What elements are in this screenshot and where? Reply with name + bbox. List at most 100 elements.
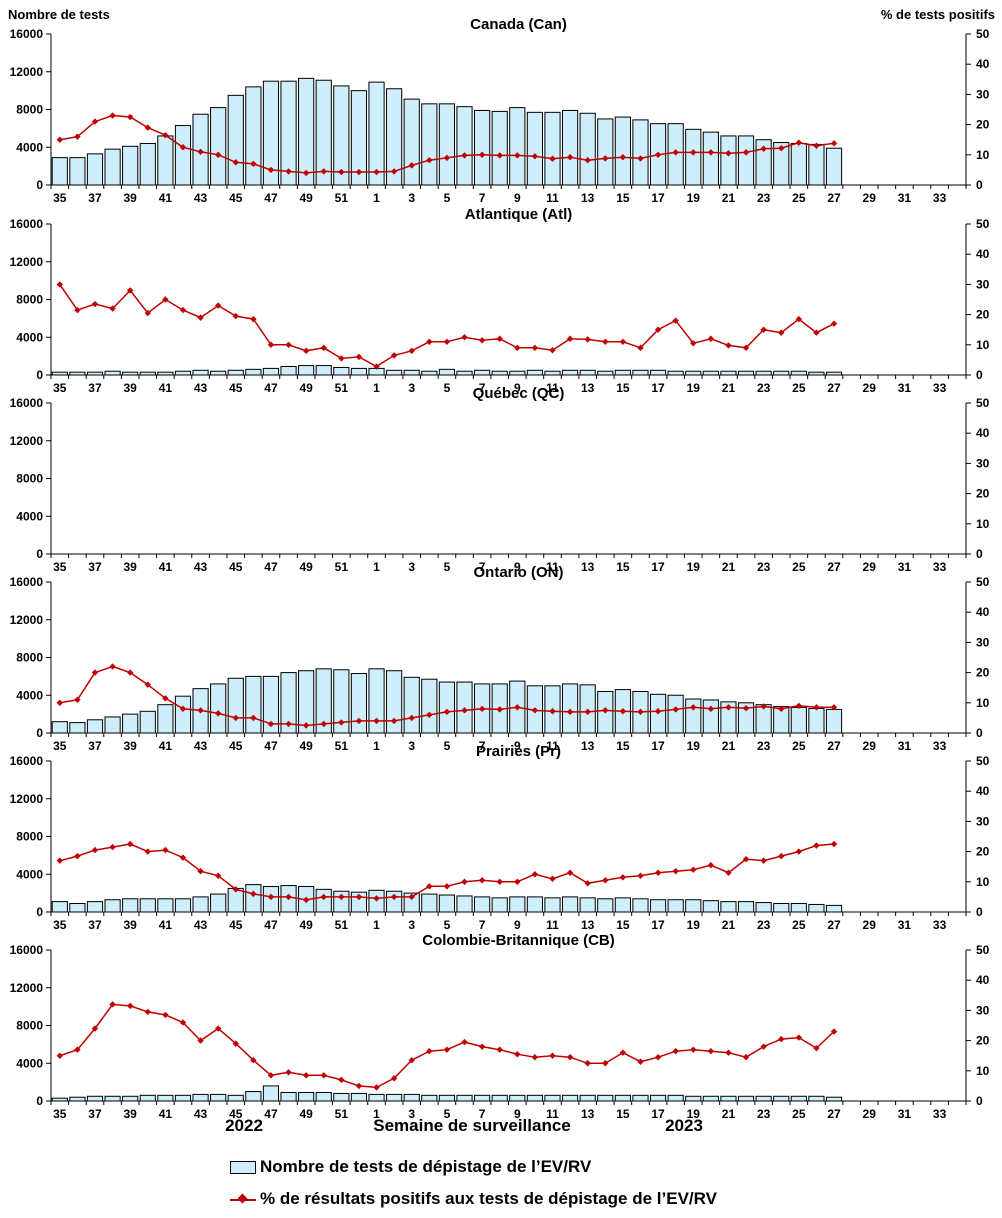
x-tick-label: 1: [373, 381, 380, 395]
x-tick-label: 45: [229, 381, 243, 395]
right-tick-label: 30: [976, 814, 990, 828]
percent-marker: [813, 329, 820, 336]
percent-marker: [549, 1052, 556, 1059]
x-tick-label: 43: [194, 1107, 208, 1121]
test-count-bar: [614, 897, 631, 913]
test-count-bar: [368, 1093, 385, 1102]
x-tick-label: 47: [264, 560, 278, 574]
percent-marker: [144, 309, 151, 317]
x-tick-label: 17: [651, 560, 665, 574]
percent-marker: [56, 699, 63, 706]
percent-marker: [795, 848, 803, 855]
test-count-bar: [386, 1093, 403, 1102]
percent-marker: [619, 1049, 627, 1056]
x-tick-label: 41: [159, 918, 173, 932]
test-count-bar: [104, 148, 121, 186]
test-count-bar: [403, 98, 420, 186]
percent-marker: [408, 347, 415, 355]
percent-marker: [637, 708, 644, 716]
test-count-bar: [122, 713, 139, 734]
test-count-bar: [227, 677, 244, 734]
percent-marker: [390, 352, 398, 359]
x-tick-label: 45: [229, 1107, 243, 1121]
x-axis-title: Semaine de surveillance: [373, 1116, 571, 1135]
percent-marker: [214, 151, 222, 158]
percent-marker: [443, 883, 451, 890]
left-tick-label: 16000: [10, 396, 44, 410]
percent-marker: [426, 338, 433, 345]
percent-marker: [549, 708, 556, 715]
percent-marker: [778, 1035, 785, 1043]
x-tick-label: 19: [687, 381, 701, 395]
left-tick-label: 16000: [10, 27, 44, 41]
percent-marker: [214, 872, 222, 879]
test-count-bar: [509, 1094, 526, 1102]
left-tick-label: 8000: [16, 472, 43, 486]
x-tick-label: 25: [792, 918, 806, 932]
x-tick-label: 41: [159, 1107, 173, 1121]
percent-marker: [109, 663, 116, 670]
percent-marker: [830, 704, 838, 711]
x-tick-label: 11: [546, 381, 559, 395]
percent-marker: [760, 703, 767, 710]
right-tick-label: 30: [976, 277, 990, 291]
right-tick-label: 0: [976, 178, 983, 192]
x-tick-label: 13: [581, 1107, 595, 1121]
percent-marker: [707, 1047, 715, 1055]
percent-marker: [302, 722, 310, 729]
percent-marker: [109, 305, 116, 312]
percent-marker: [584, 157, 591, 164]
left-tick-label: 8000: [16, 293, 43, 307]
test-count-bar: [245, 1091, 262, 1102]
x-tick-label: 5: [444, 381, 451, 395]
test-count-bar: [491, 1094, 508, 1102]
x-tick-label: 7: [479, 1107, 486, 1121]
test-count-bar: [755, 902, 772, 913]
x-tick-label: 47: [264, 381, 278, 395]
test-count-bar: [667, 899, 684, 913]
percent-marker: [250, 714, 257, 722]
test-count-bar: [86, 153, 104, 186]
x-tick-label: 21: [722, 560, 736, 574]
x-tick-label: 7: [479, 918, 486, 932]
test-count-bar: [174, 370, 192, 376]
left-tick-label: 16000: [10, 217, 44, 231]
percent-marker: [267, 893, 275, 901]
percent-marker: [725, 1049, 732, 1056]
percent-marker: [531, 707, 539, 714]
percent-marker: [760, 1043, 767, 1050]
percent-marker: [514, 704, 521, 711]
test-count-bar: [298, 365, 315, 376]
x-tick-label: 51: [335, 1107, 349, 1121]
left-tick-label: 8000: [16, 651, 43, 665]
percent-marker: [478, 705, 486, 713]
percent-marker: [197, 868, 204, 875]
test-count-bar: [825, 708, 843, 734]
left-tick-label: 4000: [16, 1056, 43, 1070]
test-count-bar: [808, 143, 825, 186]
x-tick-label: 27: [827, 739, 841, 753]
test-count-bar: [685, 899, 702, 913]
x-tick-label: 13: [581, 191, 595, 205]
x-tick-label: 49: [299, 739, 313, 753]
x-tick-label: 7: [479, 560, 486, 574]
test-count-bar: [104, 1095, 121, 1102]
test-count-bar: [526, 111, 543, 186]
x-tick-label: 39: [124, 560, 138, 574]
test-count-bar: [192, 1093, 209, 1102]
test-count-bar: [649, 899, 667, 913]
percent-marker: [725, 342, 732, 349]
test-count-bar: [157, 704, 174, 734]
percent-line: [59, 1003, 835, 1089]
right-tick-label: 40: [976, 426, 990, 440]
test-count-bar: [737, 1095, 755, 1102]
percent-marker: [778, 329, 785, 336]
test-count-bar: [632, 1094, 649, 1102]
test-count-bar: [456, 895, 473, 913]
test-count-bar: [421, 893, 438, 913]
left-tick-label: 4000: [16, 509, 43, 523]
test-count-bar: [474, 1094, 491, 1102]
percent-marker: [302, 347, 310, 355]
percent-marker: [813, 704, 820, 711]
percent-marker: [478, 337, 486, 344]
